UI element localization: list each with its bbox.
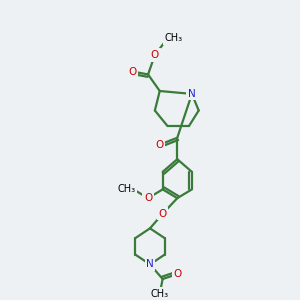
Text: O: O xyxy=(151,50,159,60)
Text: O: O xyxy=(158,209,167,219)
Text: N: N xyxy=(188,89,196,99)
Text: CH₃: CH₃ xyxy=(164,33,182,43)
Text: CH₃: CH₃ xyxy=(151,289,169,298)
Text: N: N xyxy=(146,260,154,269)
Text: O: O xyxy=(128,67,136,76)
Text: CH₃: CH₃ xyxy=(118,184,136,194)
Text: O: O xyxy=(156,140,164,150)
Text: O: O xyxy=(173,269,182,279)
Text: O: O xyxy=(144,193,152,203)
